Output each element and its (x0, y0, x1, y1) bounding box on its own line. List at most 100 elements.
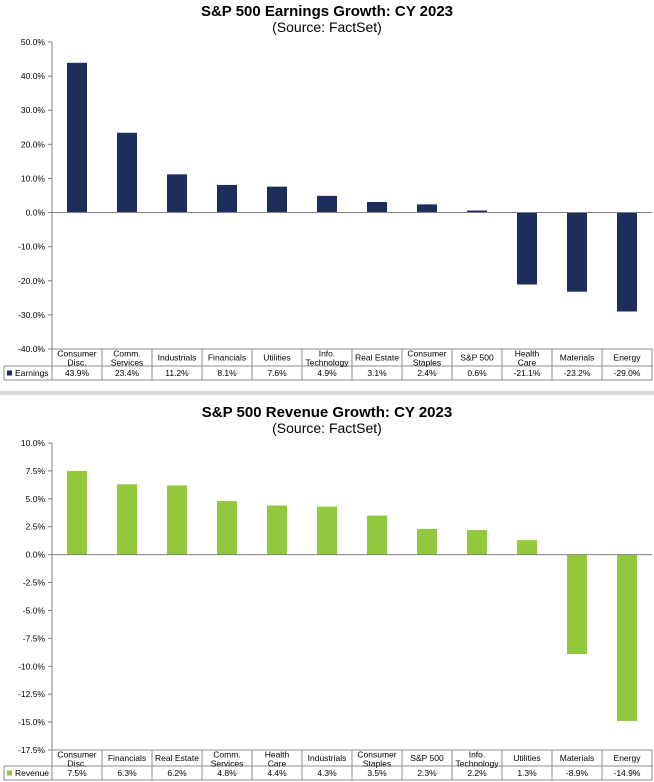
revenue-data-label-7: 2.3% (417, 768, 437, 778)
revenue-y-tick-label: 0.0% (26, 550, 46, 560)
revenue-y-tick-label: -5.0% (23, 605, 46, 615)
earnings-category-label-2: Industrials (158, 353, 197, 363)
earnings-data-label-5: 4.9% (317, 368, 337, 378)
earnings-bar-1 (117, 132, 137, 213)
earnings-data-label-7: 2.4% (417, 368, 437, 378)
revenue-data-label-2: 6.2% (167, 768, 187, 778)
revenue-bar-0 (67, 470, 87, 555)
earnings-category-label-8: S&P 500 (460, 353, 494, 363)
revenue-y-tick-label: 2.5% (26, 522, 46, 532)
earnings-y-tick-label: 40.0% (21, 71, 46, 81)
revenue-y-tick-label: -2.5% (23, 578, 46, 588)
earnings-legend-swatch (7, 370, 12, 376)
earnings-chart-subtitle: (Source: FactSet) (272, 19, 382, 35)
revenue-category-label-7: S&P 500 (410, 753, 444, 763)
earnings-category-label-4: Utilities (263, 353, 290, 363)
earnings-category-label-0: Consumer Disc. (57, 349, 96, 368)
earnings-data-label-9: -21.1% (514, 368, 541, 378)
revenue-chart: -17.5% -15.0% -12.5% -10.0% -7.5% -5.0% -2.5% 0… (3, 438, 653, 781)
revenue-bar-1 (117, 484, 137, 555)
revenue-bar-5 (317, 506, 337, 555)
revenue-category-label-1: Financials (108, 753, 146, 763)
earnings-y-tick-label: 0.0% (26, 208, 46, 218)
earnings-chart-title: S&P 500 Earnings Growth: CY 2023 (200, 3, 454, 20)
revenue-y-tick-label: -12.5% (18, 689, 45, 699)
earnings-data-label-6: 3.1% (367, 368, 387, 378)
revenue-bar-11 (617, 554, 637, 721)
earnings-y-tick-label: 30.0% (21, 105, 46, 115)
panel-divider (0, 391, 654, 395)
earnings-y-tick-label: 20.0% (21, 139, 46, 149)
earnings-bar-2 (167, 174, 187, 213)
revenue-data-label-10: -8.9% (566, 768, 589, 778)
earnings-data-label-3: 8.1% (217, 368, 237, 378)
earnings-bar-6 (367, 201, 387, 213)
revenue-category-label-9: Utilities (513, 753, 540, 763)
revenue-data-label-4: 4.4% (267, 768, 287, 778)
earnings-bar-5 (317, 195, 337, 213)
earnings-bar-4 (267, 186, 287, 213)
revenue-category-label-8: Info. Technology (455, 750, 499, 769)
earnings-category-label-11: Energy (614, 353, 642, 363)
revenue-bar-7 (417, 528, 437, 555)
earnings-bar-8 (467, 210, 487, 213)
earnings-category-label-1: Comm. Services (111, 349, 144, 368)
revenue-data-label-6: 3.5% (367, 768, 387, 778)
earnings-y-tick-label: -40.0% (18, 344, 45, 354)
revenue-data-label-0: 7.5% (67, 768, 87, 778)
earnings-chart: -40.0% -30.0% -20.0% -10.0% 0.0% 10.0% 20.0% 30… (3, 37, 653, 381)
revenue-category-label-6: Consumer Staples (357, 750, 396, 769)
revenue-legend-swatch (7, 770, 12, 776)
earnings-bar-0 (67, 62, 87, 213)
revenue-category-label-11: Energy (614, 753, 642, 763)
revenue-chart-panel: S&P 500 Revenue Growth: CY 2023 (Source:… (0, 398, 654, 782)
revenue-y-tick-label: -10.0% (18, 661, 45, 671)
earnings-category-label-9: Health Care (515, 349, 540, 368)
revenue-bar-10 (567, 554, 587, 654)
earnings-category-label-3: Financials (208, 353, 246, 363)
earnings-data-label-2: 11.2% (165, 368, 189, 378)
revenue-y-tick-label: -15.0% (18, 717, 45, 727)
revenue-chart-subtitle: (Source: FactSet) (272, 420, 382, 436)
revenue-data-label-11: -14.9% (614, 768, 641, 778)
revenue-data-label-3: 4.8% (217, 768, 237, 778)
revenue-data-label-1: 6.3% (117, 768, 137, 778)
revenue-bar-9 (517, 540, 537, 555)
earnings-data-label-10: -23.2% (564, 368, 591, 378)
earnings-bar-7 (417, 204, 437, 213)
earnings-bar-3 (217, 184, 237, 213)
earnings-data-label-0: 43.9% (65, 368, 90, 378)
earnings-bar-10 (567, 212, 587, 292)
revenue-category-label-10: Materials (560, 753, 594, 763)
revenue-y-tick-label: -7.5% (23, 633, 46, 643)
revenue-category-label-4: Health Care (265, 750, 290, 769)
earnings-data-label-11: -29.0% (614, 368, 641, 378)
earnings-bar-11 (617, 212, 637, 312)
revenue-data-label-9: 1.3% (517, 768, 537, 778)
earnings-data-label-4: 7.6% (267, 368, 287, 378)
earnings-y-tick-label: 50.0% (21, 37, 46, 47)
revenue-bar-8 (467, 530, 487, 555)
revenue-bar-3 (217, 501, 237, 555)
earnings-data-label-1: 23.4% (115, 368, 140, 378)
revenue-category-label-5: Industrials (308, 753, 347, 763)
revenue-data-label-5: 4.3% (317, 768, 337, 778)
earnings-y-tick-label: -10.0% (18, 242, 45, 252)
earnings-chart-panel: S&P 500 Earnings Growth: CY 2023 (Source… (0, 0, 654, 388)
earnings-category-label-7: Consumer Staples (407, 349, 446, 368)
earnings-y-tick-label: -30.0% (18, 310, 45, 320)
revenue-y-tick-label: -17.5% (18, 745, 45, 755)
earnings-category-label-5: Info. Technology (305, 349, 349, 368)
revenue-y-tick-label: 7.5% (26, 466, 46, 476)
earnings-category-label-6: Real Estate (355, 353, 399, 363)
revenue-bar-4 (267, 505, 287, 555)
revenue-chart-title: S&P 500 Revenue Growth: CY 2023 (201, 404, 453, 421)
earnings-bar-9 (517, 212, 537, 285)
revenue-category-label-2: Real Estate (155, 753, 199, 763)
revenue-category-label-0: Consumer Disc. (57, 750, 96, 769)
earnings-category-label-10: Materials (560, 353, 594, 363)
revenue-category-label-3: Comm. Services (211, 750, 244, 769)
revenue-bar-2 (167, 485, 187, 555)
revenue-y-tick-label: 10.0% (21, 438, 46, 448)
earnings-y-tick-label: 10.0% (21, 173, 46, 183)
